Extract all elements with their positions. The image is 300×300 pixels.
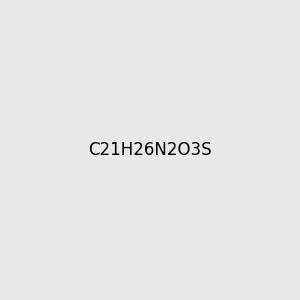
Text: C21H26N2O3S: C21H26N2O3S (88, 141, 212, 159)
